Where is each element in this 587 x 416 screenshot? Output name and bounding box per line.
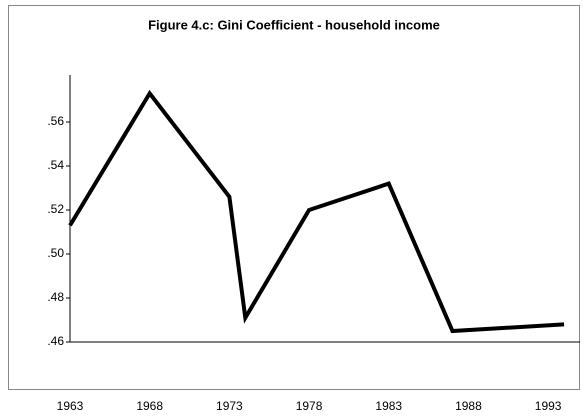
y-tick-label: .54 <box>47 158 64 172</box>
x-tick-label: 1978 <box>296 399 323 413</box>
frame <box>8 5 580 390</box>
y-tick-label: .56 <box>47 114 64 128</box>
y-tick-label: .52 <box>47 202 64 216</box>
x-tick-label: 1988 <box>455 399 482 413</box>
x-tick-label: 1983 <box>375 399 402 413</box>
line <box>68 89 565 334</box>
y-tick-label: .50 <box>47 246 64 260</box>
y-tick-label: .48 <box>47 290 64 304</box>
x-tick-label: 1973 <box>216 399 243 413</box>
chart-title: Figure 4.c: Gini Coefficient - household… <box>148 17 440 32</box>
y-tick-label: .46 <box>47 334 64 348</box>
x-tick-label: 1963 <box>57 399 84 413</box>
x-tick-label: 1993 <box>535 399 562 413</box>
x-tick-label: 1968 <box>136 399 163 413</box>
